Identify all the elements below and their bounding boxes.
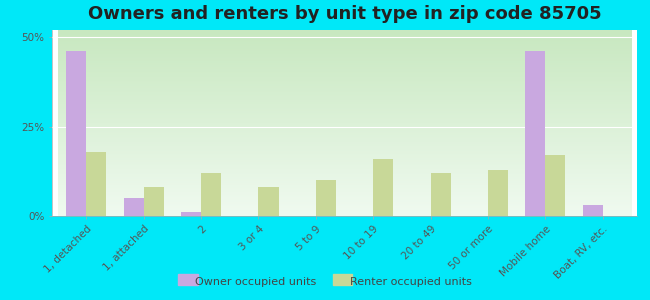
Title: Owners and renters by unit type in zip code 85705: Owners and renters by unit type in zip c… <box>88 5 601 23</box>
Bar <box>545 155 566 216</box>
Bar <box>488 169 508 216</box>
Bar <box>201 173 221 216</box>
Bar <box>430 173 450 216</box>
Bar <box>316 180 336 216</box>
Legend: Owner occupied units, Renter occupied units: Owner occupied units, Renter occupied un… <box>174 272 476 291</box>
Bar <box>259 188 279 216</box>
Bar <box>86 152 107 216</box>
Bar <box>144 188 164 216</box>
Bar <box>582 205 603 216</box>
Bar <box>525 52 545 216</box>
Bar <box>124 198 144 216</box>
Bar <box>181 212 201 216</box>
Bar <box>66 52 86 216</box>
Bar <box>373 159 393 216</box>
